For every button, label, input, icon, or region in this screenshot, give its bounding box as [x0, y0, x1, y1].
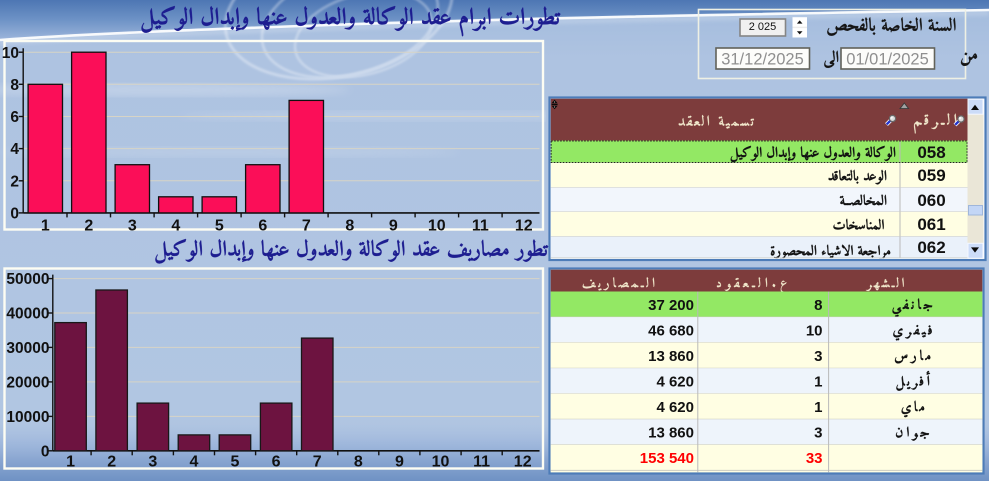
- svg-text:33: 33: [806, 450, 823, 467]
- svg-text:2: 2: [107, 454, 116, 471]
- svg-text:3: 3: [128, 218, 137, 235]
- svg-text:5: 5: [231, 454, 240, 471]
- svg-text:10000: 10000: [6, 409, 49, 426]
- svg-text:1: 1: [814, 399, 822, 416]
- svg-text:3: 3: [814, 348, 822, 365]
- svg-text:30000: 30000: [6, 340, 49, 357]
- svg-text:1: 1: [814, 373, 822, 390]
- svg-text:062: 062: [917, 238, 945, 257]
- svg-text:5: 5: [215, 218, 224, 235]
- svg-text:8: 8: [814, 297, 822, 314]
- svg-text:8: 8: [10, 77, 19, 94]
- svg-text:8: 8: [354, 454, 363, 471]
- svg-text:6: 6: [258, 218, 267, 235]
- svg-text:3: 3: [148, 454, 157, 471]
- svg-text:10: 10: [428, 218, 446, 235]
- svg-text:9: 9: [395, 454, 404, 471]
- svg-text:2: 2: [10, 173, 19, 190]
- svg-text:1: 1: [41, 218, 50, 235]
- svg-text:060: 060: [917, 191, 945, 210]
- svg-text:0: 0: [10, 206, 19, 223]
- svg-text:10: 10: [2, 45, 19, 62]
- svg-text:059: 059: [917, 166, 945, 185]
- svg-text:4: 4: [171, 218, 180, 235]
- svg-text:8: 8: [345, 218, 354, 235]
- svg-text:13 860: 13 860: [648, 348, 694, 365]
- svg-text:0: 0: [41, 443, 50, 460]
- svg-text:12: 12: [514, 454, 532, 471]
- svg-text:10: 10: [806, 322, 823, 339]
- svg-text:37 200: 37 200: [648, 297, 694, 314]
- svg-text:061: 061: [917, 215, 945, 234]
- svg-text:6: 6: [10, 109, 19, 126]
- svg-text:2 025: 2 025: [749, 21, 777, 33]
- svg-text:2: 2: [84, 218, 93, 235]
- svg-text:6: 6: [272, 454, 281, 471]
- svg-text:1: 1: [66, 454, 75, 471]
- svg-text:20000: 20000: [6, 375, 49, 392]
- svg-text:13 860: 13 860: [648, 425, 694, 442]
- svg-text:3: 3: [814, 425, 822, 442]
- svg-text:7: 7: [313, 454, 322, 471]
- svg-text:50000: 50000: [6, 271, 49, 288]
- svg-text:11: 11: [473, 454, 490, 471]
- svg-text:11: 11: [472, 218, 489, 235]
- svg-text:01/01/2025: 01/01/2025: [846, 51, 929, 69]
- svg-text:10: 10: [432, 454, 450, 471]
- svg-text:7: 7: [302, 218, 311, 235]
- svg-text:31/12/2025: 31/12/2025: [721, 51, 804, 69]
- svg-text:4 620: 4 620: [656, 399, 694, 416]
- svg-text:4: 4: [189, 454, 198, 471]
- svg-text:9: 9: [389, 218, 398, 235]
- svg-text:46 680: 46 680: [648, 322, 694, 339]
- svg-text:4: 4: [10, 141, 19, 158]
- svg-text:4 620: 4 620: [656, 373, 694, 390]
- svg-text:153 540: 153 540: [640, 450, 694, 467]
- svg-text:12: 12: [515, 218, 533, 235]
- svg-text:40000: 40000: [6, 306, 49, 323]
- svg-text:058: 058: [917, 143, 945, 162]
